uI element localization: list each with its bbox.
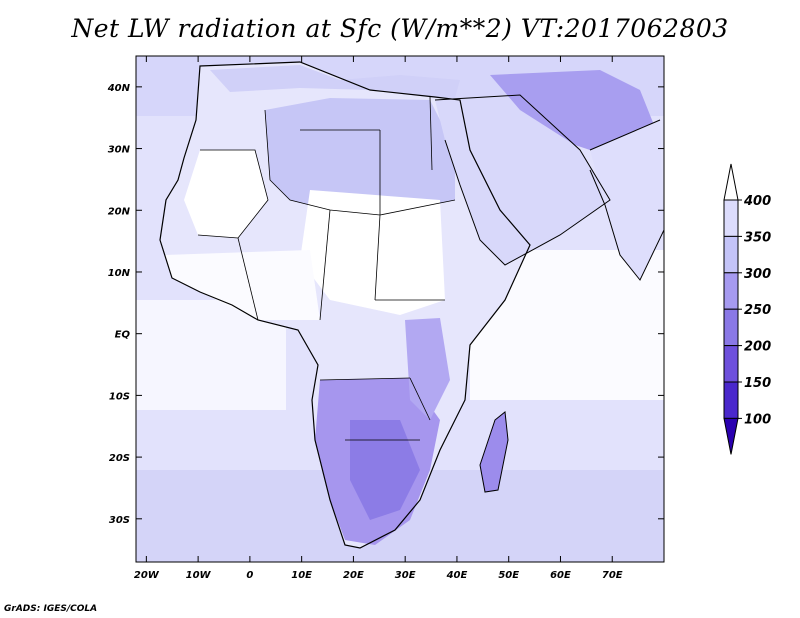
lat-tick-label: 20N [108,206,131,217]
sahel-white [165,250,320,320]
arabia-coastline [434,94,611,266]
lat-tick-label: 20S [109,453,130,464]
lon-tick-label: 50E [498,570,519,581]
lon-tick-label: 20E [343,570,364,581]
colorbar-label: 100 [744,412,771,427]
colorbar-segment [723,308,739,347]
africa-coastline [159,61,531,549]
east-africa-shade [405,318,450,420]
sahara-shade [265,98,455,215]
longitude-ticks: 20W 10W 0 10E 20E 30E 40E 50E 60E 70E [134,56,623,581]
lat-tick-label: 30S [109,515,130,526]
colorbar-segment [723,199,739,237]
lat-tick-label: EQ [115,330,131,341]
mediterranean [210,65,460,98]
colorbar-label: 150 [744,376,771,391]
colorbar-bottom-arrow [723,417,739,455]
lat-tick-label: 10N [108,268,131,279]
lon-tick-label: 60E [550,570,571,581]
lon-tick-label: 30E [395,570,416,581]
colorbar-label: 200 [744,340,771,355]
lon-tick-label: 70E [602,570,623,581]
lon-tick-label: 40E [446,570,468,581]
latitude-ticks: 40N 30N 20N 10N EQ 10S 20S 30S [107,83,664,526]
map-frame [135,55,665,563]
madagascar [479,411,509,493]
colorbar-label: 300 [744,267,771,282]
india-land [590,120,664,280]
colorbar-label: 250 [744,303,771,318]
map-title: Net LW radiation at Sfc (W/m**2) VT:2017… [71,14,729,43]
colorbar-segment [723,381,739,419]
lat-tick-label: 40N [107,83,131,94]
country-borders [197,96,456,441]
lon-tick-label: 20W [134,570,160,581]
colorbar: 400 350 300 250 200 150 100 [723,163,771,455]
colorbar-top-arrow [723,163,739,201]
lon-tick-label: 0 [246,570,253,581]
lon-tick-label: 10W [186,570,212,581]
central-white [300,190,445,315]
colorbar-segment [723,272,739,310]
india-coastline [589,119,664,281]
iran-shade [490,70,660,160]
credit-label: GrADS: IGES/COLA [4,604,98,614]
colorbar-segment [723,235,739,274]
lat-tick-label: 30N [108,145,131,156]
lat-tick-label: 10S [109,391,130,402]
colorbar-label: 350 [744,230,771,245]
south-africa-darker [350,420,420,520]
colorbar-segment [723,345,739,383]
colorbar-label: 400 [743,194,771,209]
lon-tick-label: 10E [291,570,312,581]
west-sahara-white [184,150,268,238]
